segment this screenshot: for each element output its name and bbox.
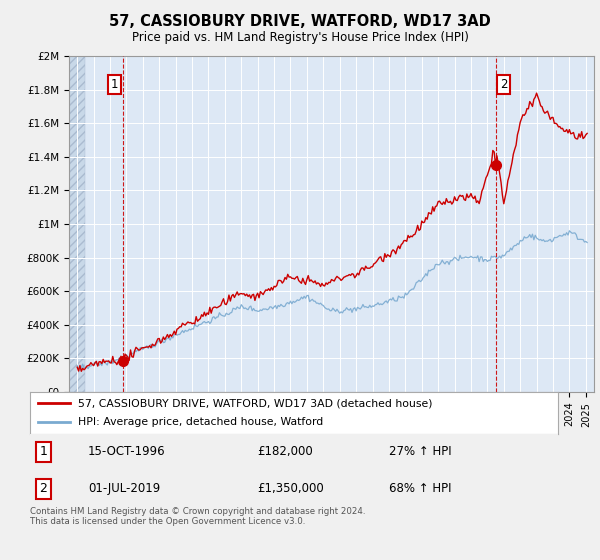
Text: £182,000: £182,000 xyxy=(257,445,313,458)
Text: 1: 1 xyxy=(40,445,47,458)
Text: 57, CASSIOBURY DRIVE, WATFORD, WD17 3AD: 57, CASSIOBURY DRIVE, WATFORD, WD17 3AD xyxy=(109,14,491,29)
Text: £1,350,000: £1,350,000 xyxy=(257,482,324,495)
Text: HPI: Average price, detached house, Watford: HPI: Average price, detached house, Watf… xyxy=(77,417,323,427)
Text: 2: 2 xyxy=(500,78,508,91)
Text: 68% ↑ HPI: 68% ↑ HPI xyxy=(389,482,452,495)
Text: 27% ↑ HPI: 27% ↑ HPI xyxy=(389,445,452,458)
Text: 01-JUL-2019: 01-JUL-2019 xyxy=(88,482,160,495)
Text: Price paid vs. HM Land Registry's House Price Index (HPI): Price paid vs. HM Land Registry's House … xyxy=(131,31,469,44)
Text: 15-OCT-1996: 15-OCT-1996 xyxy=(88,445,166,458)
Text: 1: 1 xyxy=(111,78,119,91)
Text: 2: 2 xyxy=(40,482,47,495)
Text: 57, CASSIOBURY DRIVE, WATFORD, WD17 3AD (detached house): 57, CASSIOBURY DRIVE, WATFORD, WD17 3AD … xyxy=(77,398,432,408)
Text: Contains HM Land Registry data © Crown copyright and database right 2024.
This d: Contains HM Land Registry data © Crown c… xyxy=(30,507,365,526)
